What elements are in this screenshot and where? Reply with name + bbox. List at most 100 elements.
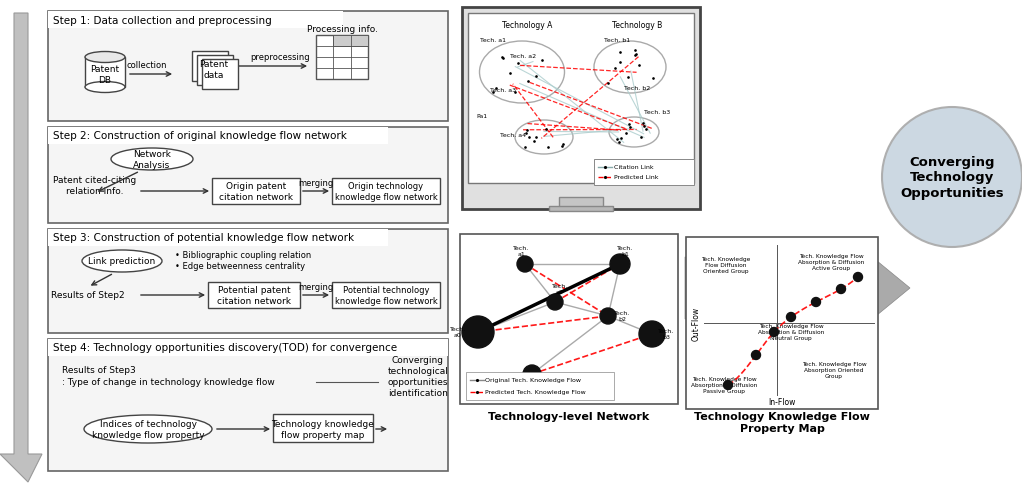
Text: Converging
technological
opportunities
identification: Converging technological opportunities i… <box>387 356 449 397</box>
Text: Technology-level Network: Technology-level Network <box>489 411 650 421</box>
Bar <box>468 14 694 183</box>
Text: Tech.
b2: Tech. b2 <box>614 311 631 322</box>
Text: Step 2: Construction of original knowledge flow network: Step 2: Construction of original knowled… <box>53 131 346 141</box>
Text: Results of Step2: Results of Step2 <box>51 291 125 300</box>
Text: Technology B: Technology B <box>612 21 662 30</box>
Text: preprocessing: preprocessing <box>250 53 310 62</box>
Bar <box>686 238 878 409</box>
Text: Technology A: Technology A <box>502 21 552 30</box>
Text: • Bibliographic coupling relation: • Bibliographic coupling relation <box>175 251 312 260</box>
Text: Tech. a4: Tech. a4 <box>500 133 526 138</box>
Text: collection: collection <box>127 60 168 69</box>
Circle shape <box>770 328 779 337</box>
Text: merging: merging <box>298 283 333 292</box>
Bar <box>202 60 238 90</box>
Bar <box>48 339 448 356</box>
Text: Step 3: Construction of potential knowledge flow network: Step 3: Construction of potential knowle… <box>53 233 355 243</box>
Bar <box>48 12 448 122</box>
Text: Predicted Link: Predicted Link <box>614 175 658 180</box>
Bar <box>316 36 368 80</box>
Bar <box>460 235 678 404</box>
Polygon shape <box>685 247 910 329</box>
Circle shape <box>787 313 795 322</box>
Text: Tech. Knowledge Flow
Absorption & Diffusion
Active Group: Tech. Knowledge Flow Absorption & Diffus… <box>798 254 865 271</box>
Text: Tech. a3: Tech. a3 <box>490 87 516 92</box>
Text: Tech. b2: Tech. b2 <box>624 85 650 91</box>
Ellipse shape <box>82 251 162 272</box>
Text: Patent
DB: Patent DB <box>90 65 120 85</box>
Text: : Type of change in technology knowledge flow: : Type of change in technology knowledge… <box>62 378 275 387</box>
Text: Predicted Tech. Knowledge Flow: Predicted Tech. Knowledge Flow <box>485 390 586 394</box>
Text: Tech.
a2: Tech. a2 <box>552 284 568 295</box>
Text: Step 4: Technology opportunities discovery(TOD) for convergence: Step 4: Technology opportunities discove… <box>53 343 398 353</box>
Text: Converging
Technology
Opportunities: Converging Technology Opportunities <box>900 156 1004 199</box>
Text: Step 1: Data collection and preprocessing: Step 1: Data collection and preprocessin… <box>53 15 272 26</box>
Text: Link prediction: Link prediction <box>88 257 155 266</box>
Bar <box>462 8 700 210</box>
Circle shape <box>547 294 563 310</box>
Bar <box>48 12 343 29</box>
Bar <box>192 52 228 82</box>
Circle shape <box>600 308 616 324</box>
Bar <box>466 372 614 400</box>
Circle shape <box>639 321 665 348</box>
Text: • Edge betweenness centrality: • Edge betweenness centrality <box>175 262 306 271</box>
Circle shape <box>610 255 630 274</box>
Ellipse shape <box>111 149 193 171</box>
Circle shape <box>811 298 821 307</box>
Bar <box>85 58 125 88</box>
Circle shape <box>462 317 494 348</box>
Bar <box>48 339 448 471</box>
Text: Network
Analysis: Network Analysis <box>133 150 171 169</box>
Text: Tech. a1: Tech. a1 <box>480 37 506 43</box>
Text: Tech. Knowledge
Flow Diffusion
Oriented Group: Tech. Knowledge Flow Diffusion Oriented … <box>701 257 751 274</box>
Text: Tech. b1: Tech. b1 <box>604 37 631 43</box>
Text: Tech. b3: Tech. b3 <box>644 110 670 115</box>
Ellipse shape <box>85 82 125 93</box>
Bar <box>48 128 388 145</box>
Bar <box>197 56 233 86</box>
Text: Patent-level Network: Patent-level Network <box>507 0 655 2</box>
Text: Patent cited-citing
relation info.: Patent cited-citing relation info. <box>53 176 137 196</box>
Text: Tech. a2: Tech. a2 <box>510 53 537 59</box>
Text: Origin technology
knowledge flow network: Origin technology knowledge flow network <box>334 182 437 201</box>
Text: Tech.
b3: Tech. b3 <box>658 329 675 340</box>
Text: merging: merging <box>298 179 333 188</box>
Text: Tech. Knowledge Flow
Absorption Oriented
Group: Tech. Knowledge Flow Absorption Oriented… <box>801 362 867 378</box>
Bar <box>332 283 440 308</box>
Text: Processing info.: Processing info. <box>307 25 377 33</box>
Ellipse shape <box>84 415 212 443</box>
Bar <box>48 229 448 333</box>
Text: Tech. Knowledge Flow
Absorption & Diffusion
Passive Group: Tech. Knowledge Flow Absorption & Diffus… <box>691 377 757 393</box>
Text: Patent
data: Patent data <box>199 60 229 80</box>
Bar <box>332 179 440 205</box>
Circle shape <box>517 257 533 272</box>
Text: Tech.
a4: Tech. a4 <box>520 383 537 393</box>
Circle shape <box>836 285 845 294</box>
Bar <box>559 197 603 208</box>
Text: Potential patent
citation network: Potential patent citation network <box>217 286 291 305</box>
Circle shape <box>724 381 733 390</box>
Text: Tech. Knowledge Flow
Absorption & Diffusion
Neutral Group: Tech. Knowledge Flow Absorption & Diffus… <box>758 324 824 341</box>
Bar <box>594 160 694 186</box>
Bar <box>48 229 388 246</box>
Ellipse shape <box>85 52 125 63</box>
Text: Out-Flow: Out-Flow <box>692 306 700 340</box>
Text: Tech.
a1: Tech. a1 <box>513 246 529 257</box>
Text: Technology Knowledge Flow
Property Map: Technology Knowledge Flow Property Map <box>694 411 870 433</box>
Text: Origin patent
citation network: Origin patent citation network <box>219 182 293 201</box>
Bar <box>333 36 368 47</box>
Bar <box>212 179 300 205</box>
Text: Original Tech. Knowledge Flow: Original Tech. Knowledge Flow <box>485 378 580 383</box>
Bar <box>549 207 613 212</box>
Text: Technology knowledge
flow property map: Technology knowledge flow property map <box>272 419 374 439</box>
Text: Citation Link: Citation Link <box>614 165 654 170</box>
Circle shape <box>523 365 541 383</box>
Text: Results of Step3: Results of Step3 <box>62 366 136 375</box>
Bar <box>48 128 448 224</box>
Bar <box>208 283 300 308</box>
Circle shape <box>751 351 760 360</box>
Text: In-Flow: In-Flow <box>769 398 796 407</box>
Text: Pa1: Pa1 <box>476 113 487 118</box>
Circle shape <box>882 108 1022 247</box>
